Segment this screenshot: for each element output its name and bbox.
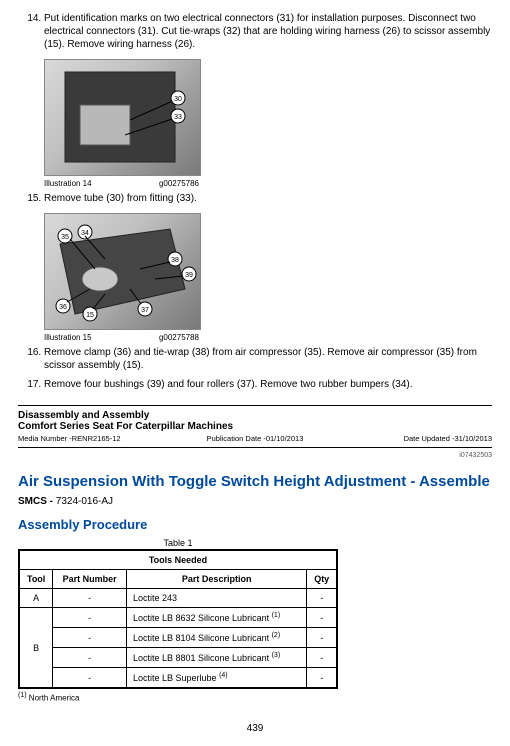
th-qty: Qty xyxy=(307,570,337,589)
cell-qty: - xyxy=(307,608,337,628)
section-header: Disassembly and Assembly Comfort Series … xyxy=(18,405,492,448)
smcs-code: 7324-016-AJ xyxy=(56,496,113,507)
page-title: Air Suspension With Toggle Switch Height… xyxy=(18,473,492,490)
step-15: Remove tube (30) from fitting (33). xyxy=(44,192,492,205)
footnote-text: North America xyxy=(29,694,80,703)
publication-date: Publication Date -01/10/2013 xyxy=(176,434,334,443)
figure-15: 35 34 38 39 36 15 37 Illustration 15 g00… xyxy=(44,213,492,342)
svg-text:37: 37 xyxy=(141,307,149,314)
svg-text:39: 39 xyxy=(185,272,193,279)
cell-tool: B xyxy=(19,608,53,689)
table-header-row: Tool Part Number Part Description Qty xyxy=(19,570,337,589)
section-line2: Comfort Series Seat For Caterpillar Mach… xyxy=(18,421,492,432)
step-16: Remove clamp (36) and tie-wrap (38) from… xyxy=(44,346,492,372)
callout-33: 33 xyxy=(174,114,182,121)
step-list: Put identification marks on two electric… xyxy=(18,12,492,51)
cell-qty: - xyxy=(307,628,337,648)
callout-30: 30 xyxy=(174,96,182,103)
th-part-number: Part Number xyxy=(53,570,127,589)
table-label: Table 1 xyxy=(18,538,338,548)
cell-desc: Loctite LB 8801 Silicone Lubricant (3) xyxy=(126,648,306,668)
cell-pn: - xyxy=(53,668,127,689)
page-number: 439 xyxy=(18,723,492,734)
footnote-sup: (1) xyxy=(18,692,27,699)
table-row: - Loctite LB 8104 Silicone Lubricant (2)… xyxy=(19,628,337,648)
assembly-procedure-heading: Assembly Procedure xyxy=(18,517,492,532)
cell-qty: - xyxy=(307,589,337,608)
table-row: A - Loctite 243 - xyxy=(19,589,337,608)
step-list-3: Remove clamp (36) and tie-wrap (38) from… xyxy=(18,346,492,391)
figure-14: 30 33 Illustration 14 g00275786 xyxy=(44,59,492,188)
step-list-2: Remove tube (30) from fitting (33). xyxy=(18,192,492,205)
cell-pn: - xyxy=(53,608,127,628)
smcs-label: SMCS - xyxy=(18,496,56,507)
figure-15-id: g00275788 xyxy=(159,333,199,342)
cell-pn: - xyxy=(53,589,127,608)
date-updated: Date Updated -31/10/2013 xyxy=(334,434,492,443)
figure-14-label: Illustration 14 xyxy=(44,179,159,188)
svg-text:35: 35 xyxy=(61,234,69,241)
figure-15-image: 35 34 38 39 36 15 37 xyxy=(44,213,201,330)
svg-text:34: 34 xyxy=(81,230,89,237)
cell-desc: Loctite 243 xyxy=(126,589,306,608)
section-tiny-id: i07432503 xyxy=(18,452,492,459)
cell-desc: Loctite LB 8632 Silicone Lubricant (1) xyxy=(126,608,306,628)
step-14: Put identification marks on two electric… xyxy=(44,12,492,51)
cell-desc: Loctite LB 8104 Silicone Lubricant (2) xyxy=(126,628,306,648)
table-caption: Tools Needed xyxy=(19,550,337,570)
media-number: Media Number -RENR2165-12 xyxy=(18,434,176,443)
tools-table: Tools Needed Tool Part Number Part Descr… xyxy=(18,549,338,689)
cell-pn: - xyxy=(53,648,127,668)
cell-tool: A xyxy=(19,589,53,608)
figure-15-label: Illustration 15 xyxy=(44,333,159,342)
svg-text:38: 38 xyxy=(171,257,179,264)
cell-qty: - xyxy=(307,668,337,689)
svg-text:36: 36 xyxy=(59,304,67,311)
table-row: - Loctite LB Superlube (4) - xyxy=(19,668,337,689)
figure-14-caption: Illustration 14 g00275786 xyxy=(44,179,199,188)
figure-14-id: g00275786 xyxy=(159,179,199,188)
figure-14-image: 30 33 xyxy=(44,59,201,176)
svg-text:15: 15 xyxy=(86,312,94,319)
th-tool: Tool xyxy=(19,570,53,589)
section-meta: Media Number -RENR2165-12 Publication Da… xyxy=(18,434,492,448)
footnote: (1) North America xyxy=(18,692,492,703)
smcs-line: SMCS - 7324-016-AJ xyxy=(18,496,492,507)
table-row: B - Loctite LB 8632 Silicone Lubricant (… xyxy=(19,608,337,628)
step-17: Remove four bushings (39) and four rolle… xyxy=(44,378,492,391)
th-part-description: Part Description xyxy=(126,570,306,589)
cell-qty: - xyxy=(307,648,337,668)
table-row: - Loctite LB 8801 Silicone Lubricant (3)… xyxy=(19,648,337,668)
cell-desc: Loctite LB Superlube (4) xyxy=(126,668,306,689)
section-line1: Disassembly and Assembly xyxy=(18,410,492,421)
figure-15-caption: Illustration 15 g00275788 xyxy=(44,333,199,342)
cell-pn: - xyxy=(53,628,127,648)
